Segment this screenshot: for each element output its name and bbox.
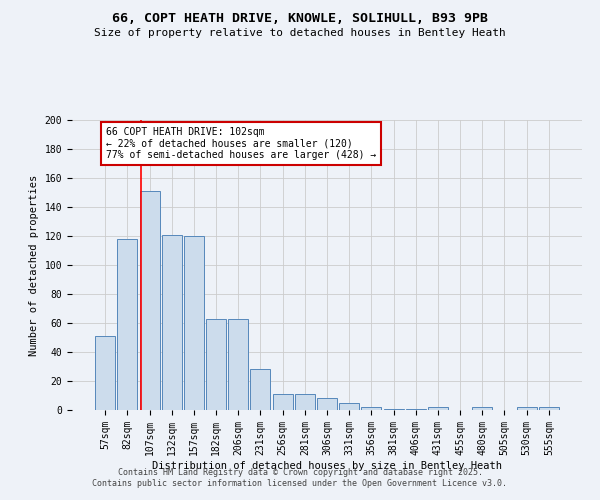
Bar [472, 407, 492, 410]
Bar [406, 408, 426, 410]
Bar [250, 370, 271, 410]
Text: Contains HM Land Registry data © Crown copyright and database right 2025.
Contai: Contains HM Land Registry data © Crown c… [92, 468, 508, 487]
Bar [539, 407, 559, 410]
Bar [118, 239, 137, 410]
X-axis label: Distribution of detached houses by size in Bentley Heath: Distribution of detached houses by size … [152, 460, 502, 470]
Bar [428, 407, 448, 410]
Bar [383, 408, 404, 410]
Bar [228, 318, 248, 410]
Bar [162, 234, 182, 410]
Bar [95, 336, 115, 410]
Bar [517, 407, 536, 410]
Bar [295, 394, 315, 410]
Text: 66 COPT HEATH DRIVE: 102sqm
← 22% of detached houses are smaller (120)
77% of se: 66 COPT HEATH DRIVE: 102sqm ← 22% of det… [106, 127, 377, 160]
Text: Size of property relative to detached houses in Bentley Heath: Size of property relative to detached ho… [94, 28, 506, 38]
Bar [140, 191, 160, 410]
Bar [272, 394, 293, 410]
Bar [361, 407, 382, 410]
Bar [184, 236, 204, 410]
Text: 66, COPT HEATH DRIVE, KNOWLE, SOLIHULL, B93 9PB: 66, COPT HEATH DRIVE, KNOWLE, SOLIHULL, … [112, 12, 488, 26]
Bar [317, 398, 337, 410]
Bar [339, 403, 359, 410]
Y-axis label: Number of detached properties: Number of detached properties [29, 174, 39, 356]
Bar [206, 318, 226, 410]
